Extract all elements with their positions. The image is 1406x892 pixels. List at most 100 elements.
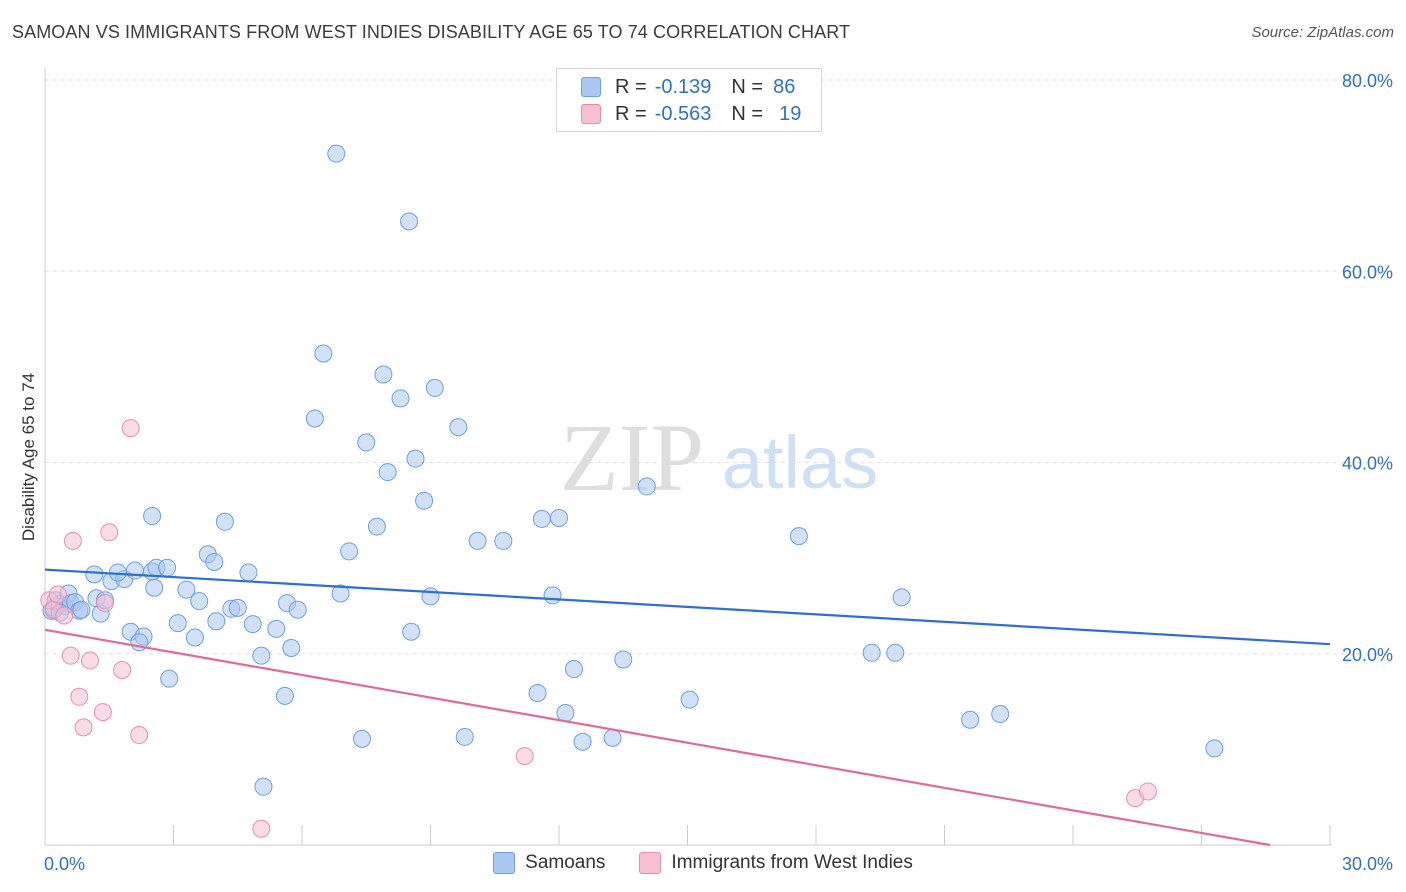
samoans-point (425, 378, 444, 397)
legend-n-label: N = (731, 75, 764, 98)
samoans-point (314, 344, 333, 363)
legend-n-value: 19 (779, 102, 802, 125)
west-indies-point (100, 523, 119, 542)
samoans-point (85, 565, 104, 584)
samoans-point (892, 588, 911, 607)
samoans-point (331, 584, 350, 603)
samoans-point (378, 463, 397, 482)
samoans-point (573, 732, 592, 751)
series-west-indies (40, 419, 1157, 838)
samoans-point (550, 508, 568, 527)
west-indies-point (252, 819, 271, 838)
samoans-point (421, 587, 440, 606)
west-indies-point (121, 419, 140, 438)
samoans-point (185, 628, 204, 647)
west-indies-point (80, 651, 99, 670)
samoans-point (243, 615, 262, 634)
tick-labels: 20.0% 40.0% 60.0% 80.0% 0.0% 30.0% (44, 71, 1393, 874)
samoans-point (367, 517, 386, 536)
samoans-point (72, 600, 91, 619)
legend-swatch-samoans (581, 77, 601, 97)
legend-r-label: R = (615, 102, 647, 125)
samoans-point (327, 144, 346, 163)
samoans-point (886, 643, 905, 662)
legend-row-west-indies: R = -0.563 N = 19 (581, 102, 801, 126)
legend-n-value: 86 (773, 75, 796, 98)
west-indies-point (55, 606, 74, 625)
legend-r-value: -0.563 (654, 102, 712, 125)
trend-line-samoans (44, 568, 1331, 646)
samoans-point (603, 728, 622, 747)
samoans-point (275, 686, 294, 705)
west-indies-point (130, 726, 149, 745)
samoans-point (494, 531, 513, 550)
legend-r-label: R = (615, 75, 647, 98)
samoans-point (449, 418, 468, 437)
samoans-point (282, 639, 301, 658)
samoans-point (556, 704, 575, 723)
y-tick-label: 40.0% (1342, 454, 1393, 474)
series-legend: Samoans Immigrants from West Indies (0, 852, 1406, 874)
trend-lines (44, 568, 1331, 847)
watermark: ZIP atlas (560, 404, 878, 511)
samoans-point (125, 561, 144, 580)
samoans-point (789, 527, 808, 546)
samoans-point (145, 578, 164, 597)
samoans-point (391, 389, 410, 408)
samoans-point (305, 409, 324, 428)
samoans-point (532, 509, 551, 528)
west-indies-point (113, 661, 132, 680)
y-tick-label: 80.0% (1342, 71, 1393, 91)
west-indies-point (70, 687, 89, 706)
legend-swatch-west-indies (581, 104, 601, 124)
source-note: Source: ZipAtlas.com (1251, 24, 1394, 41)
samoans-point (160, 669, 179, 688)
legend-n-label: N = (731, 102, 764, 125)
legend-swatch-samoans (493, 852, 516, 874)
west-indies-point (48, 585, 67, 604)
samoans-point (340, 542, 359, 561)
samoans-point (991, 704, 1010, 723)
samoans-point (205, 552, 224, 571)
samoans-point (614, 650, 633, 669)
samoans-point (267, 619, 286, 638)
samoans-point (415, 491, 434, 510)
samoans-point (400, 212, 419, 231)
y-tick-label: 60.0% (1342, 262, 1393, 282)
west-indies-point (63, 531, 82, 550)
watermark-atlas: atlas (722, 421, 878, 504)
correlation-legend: R = -0.139 N = 86 R = -0.563 N = 19 (556, 68, 822, 132)
axes (44, 68, 1332, 846)
y-tick-label: 20.0% (1342, 645, 1393, 665)
samoans-point (352, 729, 371, 748)
west-indies-point (1138, 782, 1157, 801)
samoans-point (252, 646, 271, 665)
samoans-point (207, 612, 226, 631)
samoans-point (680, 690, 699, 709)
samoans-point (528, 683, 547, 702)
samoans-point (406, 449, 425, 468)
legend-item-samoans: Samoans (493, 852, 605, 874)
samoans-point (455, 727, 474, 746)
samoans-point (177, 580, 196, 599)
west-indies-point (93, 703, 112, 722)
samoans-point (543, 586, 562, 605)
samoans-point (228, 598, 247, 617)
samoans-point (190, 592, 209, 611)
samoans-point (564, 660, 583, 679)
samoans-point (168, 614, 187, 633)
trend-line-west-indies (44, 628, 1271, 847)
samoans-point (288, 600, 307, 619)
samoans-point (143, 507, 162, 526)
samoans-point (402, 622, 421, 641)
samoans-point (862, 643, 881, 662)
watermark-zip: ZIP (560, 404, 704, 511)
samoans-point (374, 365, 393, 384)
legend-swatch-west-indies (639, 852, 662, 874)
samoans-point (961, 710, 980, 729)
legend-row-samoans: R = -0.139 N = 86 (581, 75, 795, 99)
west-indies-point (61, 646, 80, 665)
samoans-point (215, 512, 234, 531)
samoans-point (254, 777, 273, 796)
